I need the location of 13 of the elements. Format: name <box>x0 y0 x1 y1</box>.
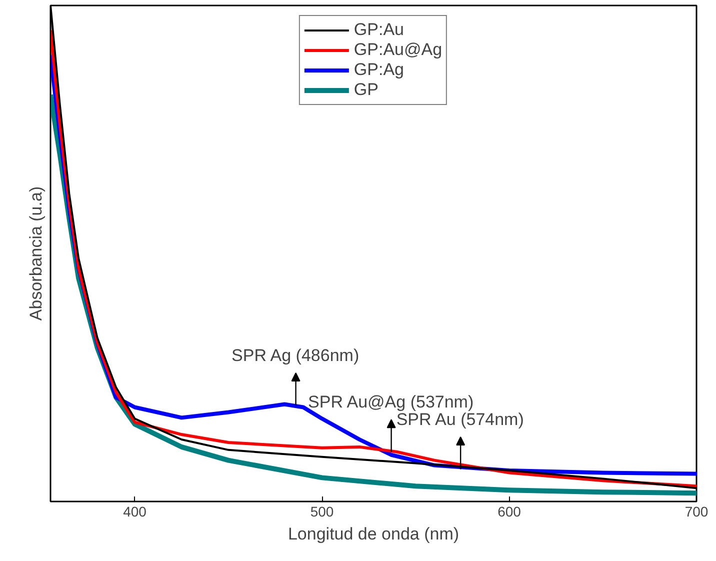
legend-label: GP:Au <box>354 20 404 40</box>
annotation: SPR Ag (486nm) <box>232 346 360 366</box>
x-tick-label: 400 <box>123 504 147 520</box>
legend-label: GP <box>354 80 378 100</box>
x-axis-title: Longitud de onda (nm) <box>288 524 460 544</box>
legend-label: GP:Au@Ag <box>354 40 442 60</box>
annotation: SPR Au (574nm) <box>396 410 524 430</box>
x-tick-label: 700 <box>684 504 708 520</box>
annotation: SPR Au@Ag (537nm) <box>308 392 474 412</box>
x-tick-label: 500 <box>310 504 334 520</box>
legend-label: GP:Ag <box>354 60 404 80</box>
x-tick-label: 600 <box>498 504 522 520</box>
y-axis-title: Absorbancia (u.a) <box>26 186 46 321</box>
